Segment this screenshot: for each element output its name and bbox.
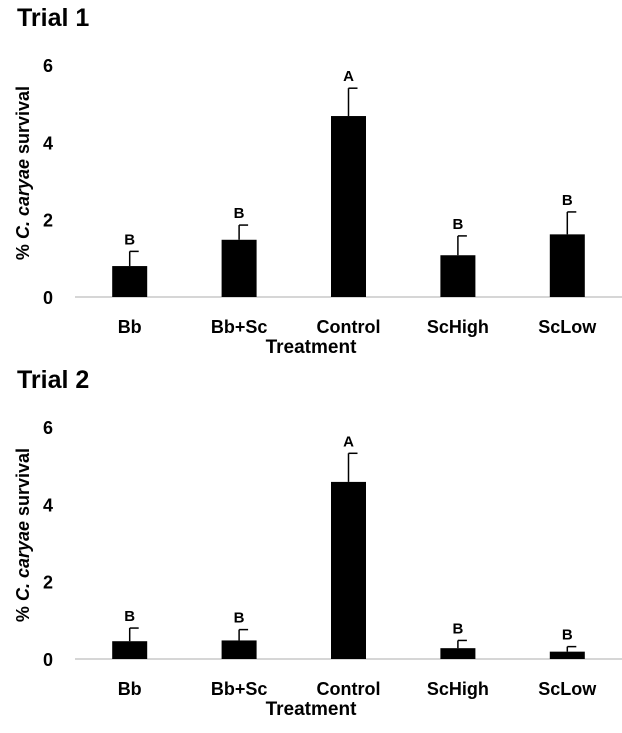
x-axis-label: Treatment (265, 337, 357, 358)
x-tick-label: Bb (118, 679, 142, 699)
bar (331, 116, 366, 297)
bar (112, 641, 148, 659)
bar (221, 640, 257, 659)
trial-1-chart: Trial 1 % C. caryae survival 0 2 4 6 B Bb B Bb+… (0, 0, 622, 366)
x-tick-label: Bb+Sc (211, 317, 268, 337)
bar (549, 651, 585, 659)
bar (549, 234, 585, 297)
x-tick-label: Control (317, 679, 381, 699)
x-tick-label: Bb (118, 317, 142, 337)
x-tick-label: ScLow (538, 679, 597, 699)
significance-letter: B (234, 610, 245, 627)
significance-letter: B (124, 231, 135, 248)
chart-title: Trial 2 (17, 366, 90, 394)
x-axis-label: Treatment (265, 699, 357, 720)
trial-2-chart: Trial 2 % C. caryae survival 0 2 4 6 B Bb B Bb+… (0, 362, 622, 728)
x-tick-label: ScLow (538, 317, 597, 337)
x-tick-label: Bb+Sc (211, 679, 268, 699)
significance-letter: B (452, 620, 463, 637)
y-tick-label: 0 (43, 288, 53, 308)
y-tick-label: 0 (43, 650, 53, 670)
significance-letter: B (124, 608, 135, 625)
y-tick-label: 2 (43, 211, 53, 231)
significance-letter: A (343, 433, 354, 450)
y-tick-label: 2 (43, 573, 53, 593)
bar (440, 255, 476, 297)
chart-title: Trial 1 (17, 4, 90, 32)
significance-letter: B (562, 627, 573, 644)
bar (440, 648, 476, 659)
y-tick-label: 6 (43, 56, 53, 76)
bar (331, 481, 366, 659)
significance-letter: B (562, 192, 573, 209)
x-tick-label: ScHigh (427, 317, 489, 337)
y-tick-label: 4 (43, 495, 53, 515)
significance-letter: A (343, 68, 354, 85)
y-tick-label: 6 (43, 418, 53, 438)
significance-letter: B (234, 205, 245, 222)
x-tick-label: Control (317, 317, 381, 337)
bar-chart-plot: 0 2 4 6 B Bb B Bb+Sc A Control B ScHigh B ScLow (43, 56, 622, 337)
significance-letter: B (452, 216, 463, 233)
bar (112, 266, 148, 297)
bar-chart-plot: 0 2 4 6 B Bb B Bb+Sc A Control B ScHigh B ScLow (43, 418, 622, 699)
bar (221, 239, 257, 297)
x-tick-label: ScHigh (427, 679, 489, 699)
y-tick-label: 4 (43, 133, 53, 153)
